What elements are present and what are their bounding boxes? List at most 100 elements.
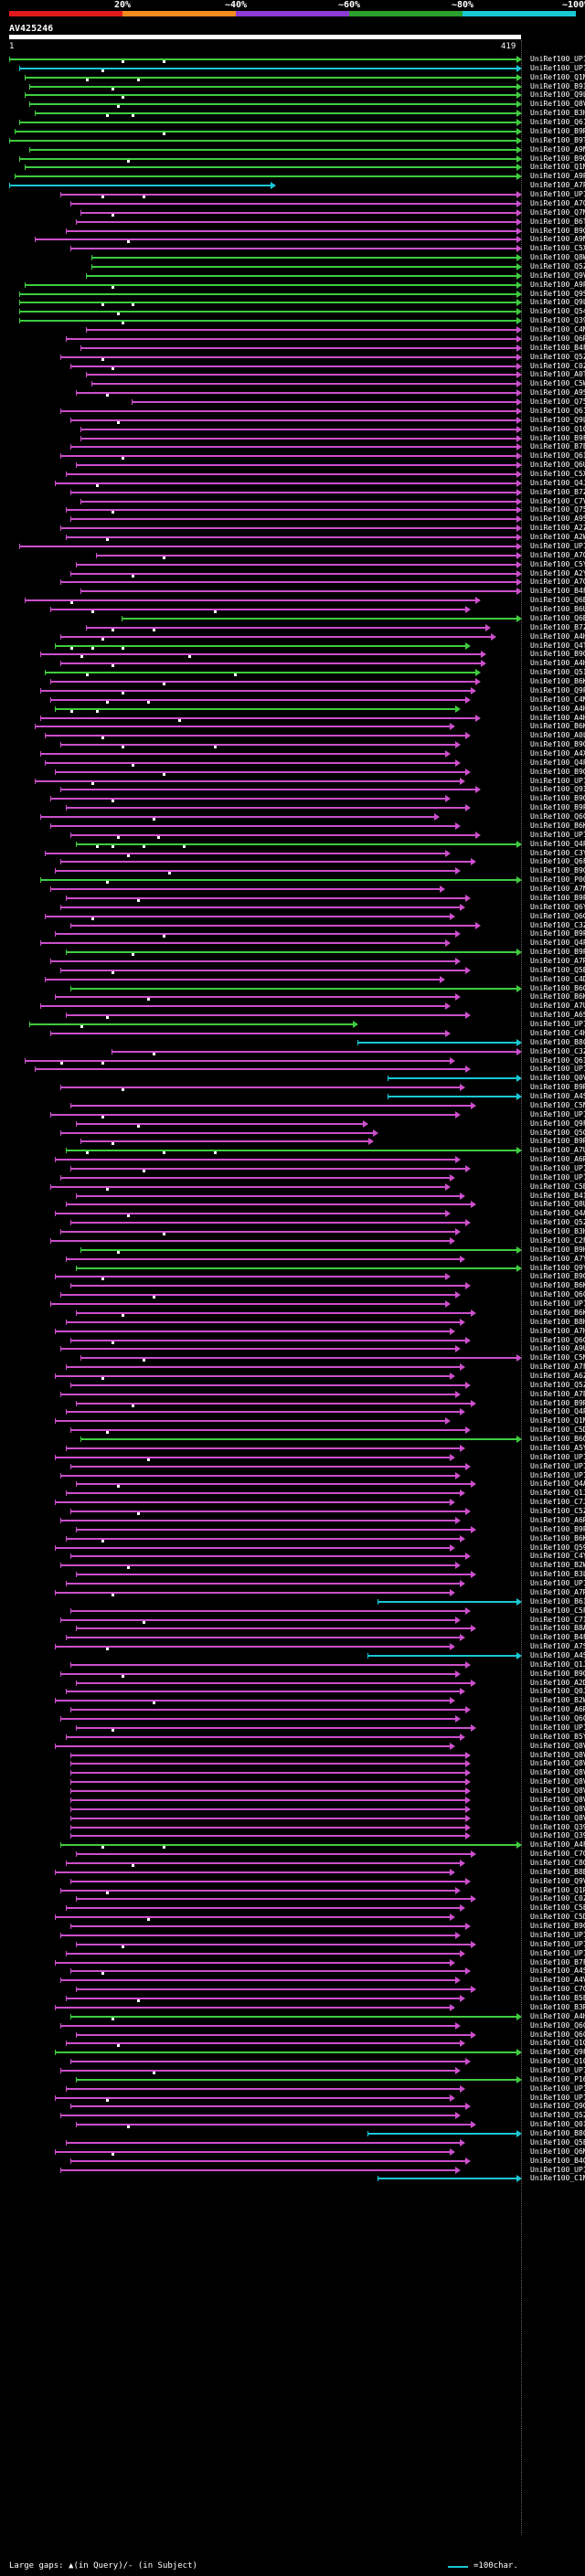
hit-row[interactable]: UniRef100_P00640	[0, 875, 585, 885]
hit-row[interactable]: UniRef100_B9RSA9	[0, 127, 585, 136]
hit-label-link[interactable]: UniRef100_UP1000...	[530, 1110, 585, 1118]
hit-row[interactable]: UniRef100_C5DZX1	[0, 1426, 585, 1435]
hit-row[interactable]: UniRef100_C7QJD1	[0, 1985, 585, 1994]
hit-row[interactable]: UniRef100_C5XP33	[0, 244, 585, 253]
hit-label-link[interactable]: UniRef100_A7UC31	[530, 1002, 585, 1010]
hit-row[interactable]: UniRef100_Q1M0P2	[0, 73, 585, 82]
hit-label-link[interactable]: UniRef100_A4HM05	[530, 714, 585, 722]
hit-label-link[interactable]: UniRef100_B9HAP9	[530, 1246, 585, 1254]
hit-label-link[interactable]: UniRef100_UP1000...	[530, 2084, 585, 2093]
hit-label-link[interactable]: UniRef100_C5DZX1	[530, 1426, 585, 1434]
hit-label-link[interactable]: UniRef100_Q39X77	[530, 316, 585, 324]
hit-label-link[interactable]: UniRef100_B9QE59	[530, 1670, 585, 1678]
hit-label-link[interactable]: UniRef100_B8HBY3	[530, 1318, 585, 1326]
hit-row[interactable]: UniRef100_Q8VVL9	[0, 1777, 585, 1786]
hit-label-link[interactable]: UniRef100_Q9FDT8	[530, 1119, 585, 1128]
hit-label-link[interactable]: UniRef100_B9RKQ3	[530, 1399, 585, 1407]
hit-row[interactable]: UniRef100_Q0J223	[0, 1687, 585, 1696]
hit-row[interactable]: UniRef100_A6RZG2	[0, 1705, 585, 1714]
hit-row[interactable]: UniRef100_Q8VVL8	[0, 1786, 585, 1796]
hit-row[interactable]: UniRef100_Q8VVL5	[0, 1814, 585, 1823]
hit-label-link[interactable]: UniRef100_Q6I683	[530, 451, 585, 460]
hit-row[interactable]: UniRef100_C5WPA3	[0, 379, 585, 388]
hit-label-link[interactable]: UniRef100_Q5QUD0	[530, 1129, 585, 1137]
hit-label-link[interactable]: UniRef100_Q8VVM1	[530, 1768, 585, 1776]
hit-label-link[interactable]: UniRef100_C7QJD1	[530, 1985, 585, 1993]
hit-label-link[interactable]: UniRef100_UP1000...	[530, 2094, 585, 2102]
hit-label-link[interactable]: UniRef100_Q5ZST4	[530, 353, 585, 361]
hit-row[interactable]: UniRef100_Q9SDU0	[0, 290, 585, 299]
hit-row[interactable]: UniRef100_B9QE59	[0, 1670, 585, 1679]
hit-row[interactable]: UniRef100_C1MV09	[0, 2174, 585, 2183]
hit-row[interactable]: UniRef100_Q39782	[0, 1823, 585, 1832]
hit-label-link[interactable]: UniRef100_C5WPA3	[530, 379, 585, 387]
hit-label-link[interactable]: UniRef100_A7SPR2	[530, 1642, 585, 1650]
hit-row[interactable]: UniRef100_A7P5W7	[0, 181, 585, 190]
hit-row[interactable]: UniRef100_B9GSN5	[0, 154, 585, 164]
hit-label-link[interactable]: UniRef100_B9QFF7	[530, 866, 585, 875]
hit-label-link[interactable]: UniRef100_Q9SDU0	[530, 290, 585, 298]
hit-label-link[interactable]: UniRef100_B3HF07	[530, 1227, 585, 1235]
hit-label-link[interactable]: UniRef100_Q6CBU0	[530, 812, 585, 821]
hit-row[interactable]: UniRef100_A4HM05	[0, 714, 585, 723]
hit-row[interactable]: UniRef100_Q5ZST4	[0, 353, 585, 362]
hit-label-link[interactable]: UniRef100_Q61YK3	[530, 407, 585, 415]
hit-label-link[interactable]: UniRef100_B4F301	[530, 344, 585, 352]
hit-label-link[interactable]: UniRef100_A2WP39	[530, 533, 585, 541]
hit-row[interactable]: UniRef100_A7UC31	[0, 1002, 585, 1011]
hit-label-link[interactable]: UniRef100_B9PRH7	[530, 929, 585, 938]
hit-label-link[interactable]: UniRef100_B6KJC7	[530, 722, 585, 730]
hit-row[interactable]: UniRef100_B6TY47	[0, 217, 585, 227]
hit-row[interactable]: UniRef100_Q6I683	[0, 451, 585, 461]
hit-label-link[interactable]: UniRef100_C3YX56	[530, 849, 585, 857]
hit-row[interactable]: UniRef100_B6KJ97	[0, 992, 585, 1002]
hit-row[interactable]: UniRef100_A4HM87	[0, 659, 585, 668]
hit-label-link[interactable]: UniRef100_A4HM08	[530, 2012, 585, 2020]
hit-label-link[interactable]: UniRef100_Q54444	[530, 307, 585, 315]
hit-label-link[interactable]: UniRef100_Q9Y075	[530, 1264, 585, 1272]
hit-row[interactable]: UniRef100_B5Y150	[0, 1733, 585, 1742]
hit-row[interactable]: UniRef100_Q1JTE7	[0, 1660, 585, 1670]
hit-row[interactable]: UniRef100_Q5ZM06	[0, 262, 585, 271]
hit-row[interactable]: UniRef100_B4QHY6	[0, 2157, 585, 2166]
hit-row[interactable]: UniRef100_Q39781	[0, 1831, 585, 1840]
hit-label-link[interactable]: UniRef100_A4VJX1	[530, 1976, 585, 1984]
hit-row[interactable]: UniRef100_UP1000...	[0, 1065, 585, 1074]
hit-label-link[interactable]: UniRef100_A5YT41	[530, 1444, 585, 1452]
hit-label-link[interactable]: UniRef100_Q1M0P1	[530, 163, 585, 171]
hit-row[interactable]: UniRef100_Q6CBU0	[0, 812, 585, 822]
hit-row[interactable]: UniRef100_B4IT27	[0, 1192, 585, 1201]
hit-label-link[interactable]: UniRef100_Q6CPG9	[530, 2021, 585, 2030]
hit-row[interactable]: UniRef100_A7RPE6	[0, 957, 585, 966]
hit-label-link[interactable]: UniRef100_Q6FSJ1	[530, 857, 585, 865]
hit-row[interactable]: UniRef100_UP1000...	[0, 1110, 585, 1119]
hit-row[interactable]: UniRef100_A4HMM6	[0, 632, 585, 641]
hit-row[interactable]: UniRef100_B6KJC7	[0, 722, 585, 731]
hit-label-link[interactable]: UniRef100_A6RT01	[530, 1516, 585, 1524]
hit-label-link[interactable]: UniRef100_Q6I0I6	[530, 1056, 585, 1065]
hit-row[interactable]: UniRef100_A6SJW2	[0, 1011, 585, 1020]
hit-row[interactable]: UniRef100_Q59TL7	[0, 1543, 585, 1553]
hit-row[interactable]: UniRef100_Q75PK6	[0, 398, 585, 407]
hit-row[interactable]: UniRef100_B9RYB4	[0, 1083, 585, 1092]
hit-label-link[interactable]: UniRef100_UP1000...	[530, 1453, 585, 1461]
hit-row[interactable]: UniRef100_P16356	[0, 2075, 585, 2084]
hit-label-link[interactable]: UniRef100_Q4A263	[530, 1209, 585, 1217]
hit-label-link[interactable]: UniRef100_C4HB21	[530, 1029, 585, 1037]
hit-row[interactable]: UniRef100_Q4A2B5	[0, 1479, 585, 1489]
hit-row[interactable]: UniRef100_A4HM08	[0, 2012, 585, 2021]
hit-row[interactable]: UniRef100_Q4P562	[0, 758, 585, 768]
hit-label-link[interactable]: UniRef100_Q4A2B5	[530, 1479, 585, 1488]
hit-label-link[interactable]: UniRef100_C4DYZ9	[530, 975, 585, 983]
hit-label-link[interactable]: UniRef100_UP1000...	[530, 1462, 585, 1470]
hit-row[interactable]: UniRef100_UP1000...	[0, 1453, 585, 1462]
hit-row[interactable]: UniRef100_UP1000...	[0, 1940, 585, 1949]
hit-label-link[interactable]: UniRef100_C5NB43	[530, 1101, 585, 1109]
hit-row[interactable]: UniRef100_Q8VZ03	[0, 100, 585, 109]
hit-row[interactable]: UniRef100_Q1MBS8	[0, 1416, 585, 1426]
hit-label-link[interactable]: UniRef100_A7QX74	[530, 578, 585, 586]
hit-row[interactable]: UniRef100_UP1000...	[0, 2094, 585, 2103]
hit-row[interactable]: UniRef100_Q52RN6	[0, 1218, 585, 1227]
hit-label-link[interactable]: UniRef100_A7RPE6	[530, 957, 585, 965]
hit-row[interactable]: UniRef100_Q6B6L9	[0, 596, 585, 605]
